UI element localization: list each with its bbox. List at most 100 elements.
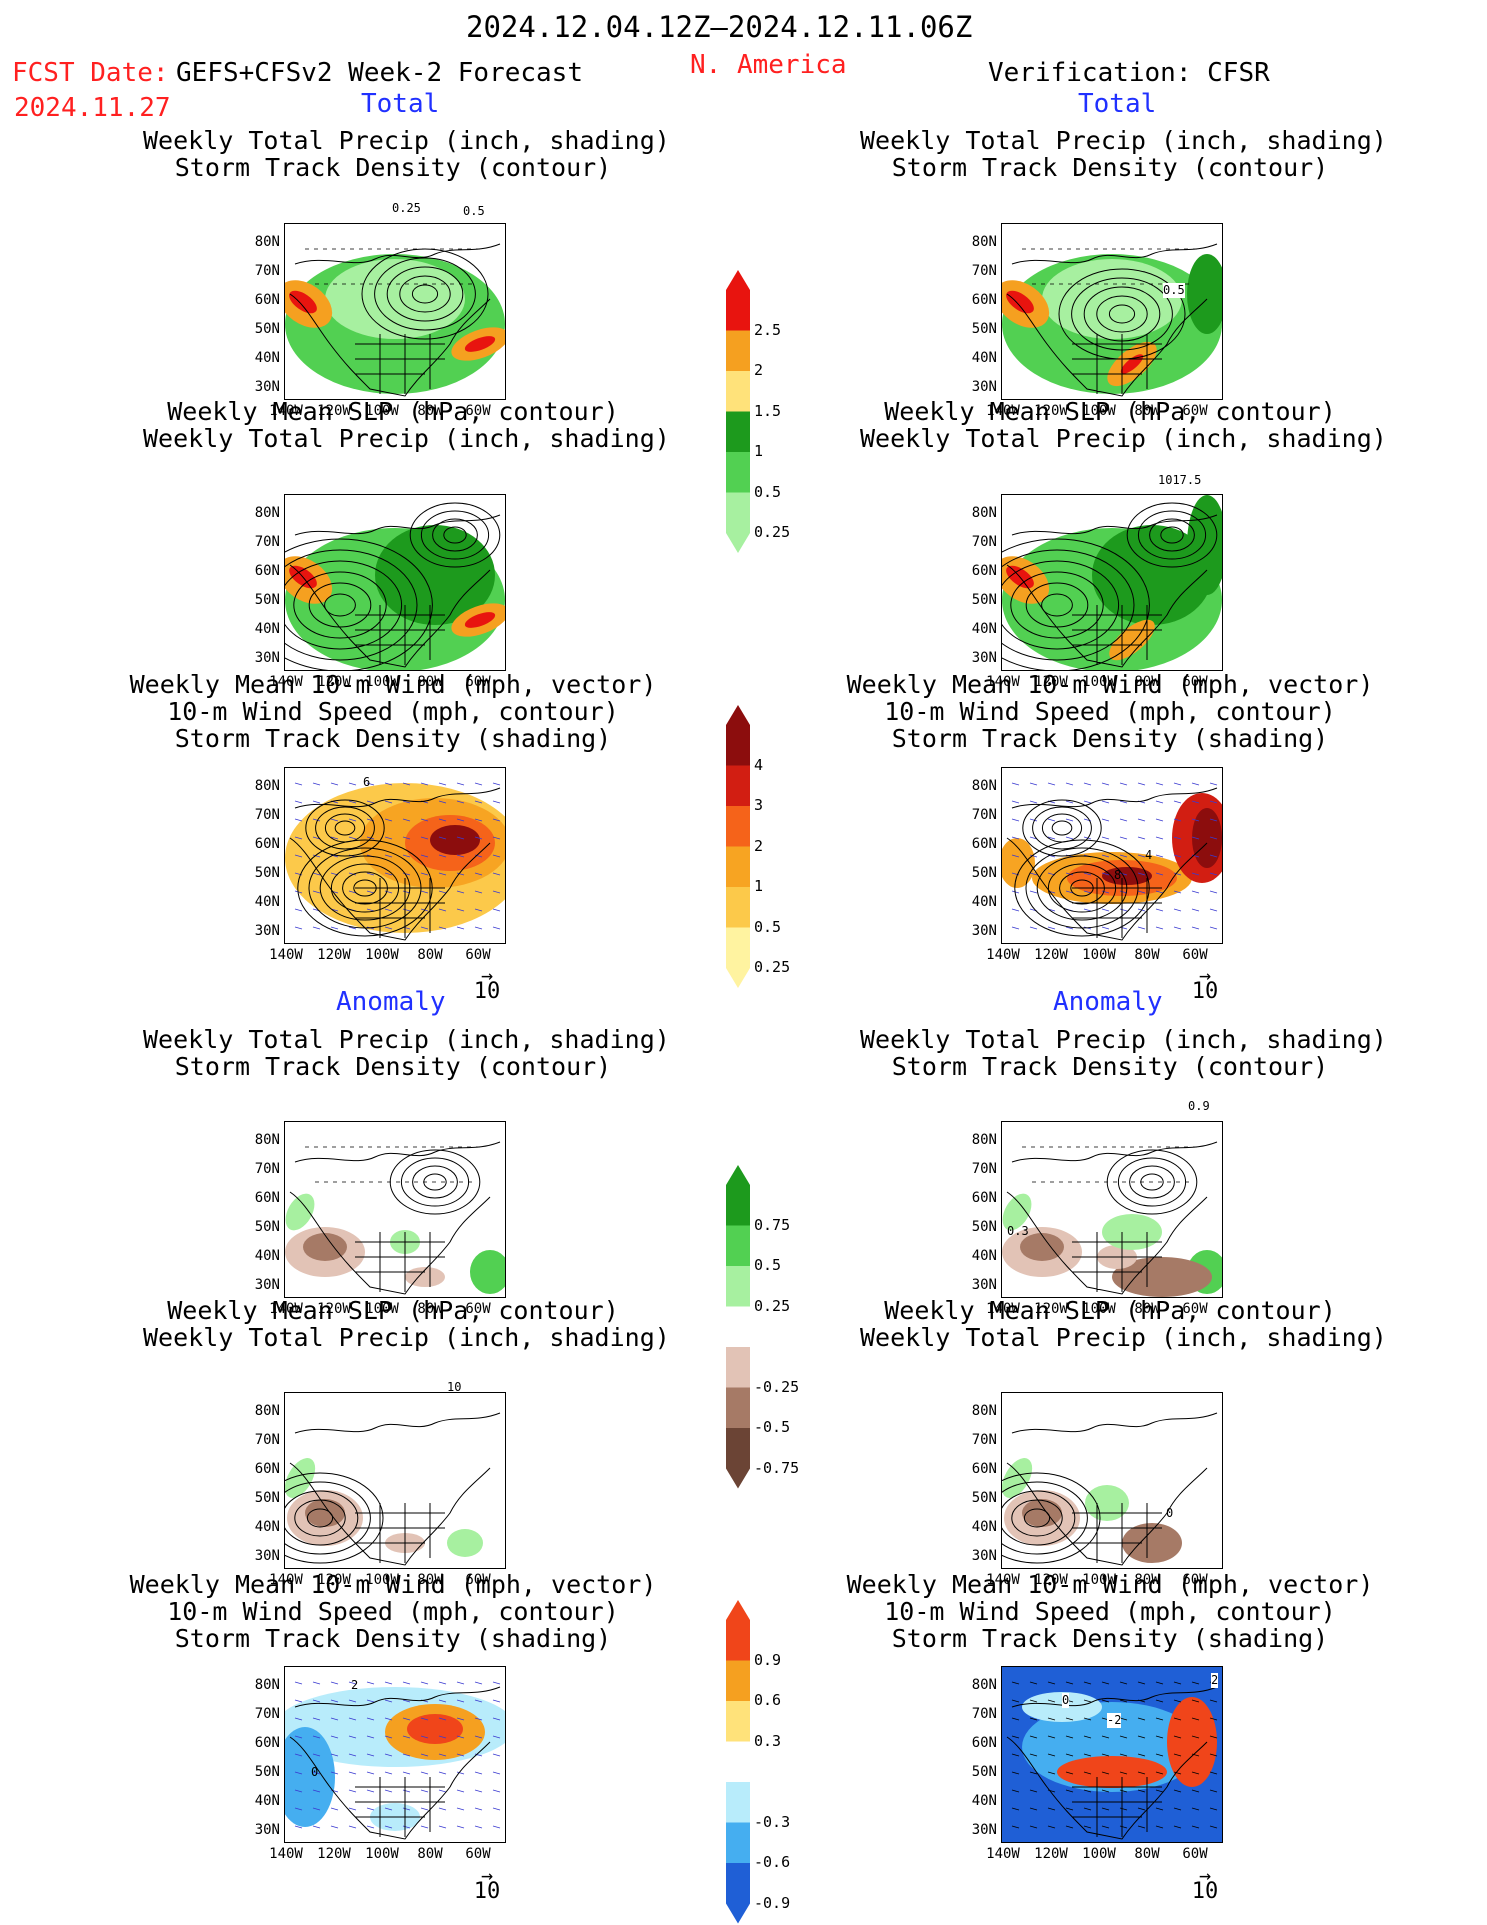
wind-vector (474, 1771, 483, 1775)
wind-vector (1083, 800, 1092, 804)
wind-vector (1065, 836, 1074, 840)
contour-line (443, 526, 467, 544)
wind-vector (1101, 854, 1110, 858)
wind-vector (1029, 1735, 1038, 1739)
wind-vector (1101, 890, 1110, 894)
colorbar-label: 3 (754, 796, 764, 814)
lon-tick-label: 100W (1082, 403, 1116, 419)
wind-vector (492, 926, 501, 930)
coastline (289, 1686, 501, 1840)
wind-vector (1191, 890, 1200, 894)
wind-vector (1191, 1735, 1200, 1739)
wind-vector (348, 1825, 357, 1829)
lat-tick-label: 70N (971, 534, 997, 550)
wind-vector (1101, 1681, 1110, 1685)
lat-tick-label: 40N (971, 1793, 997, 1809)
wind-vector (1119, 1807, 1128, 1811)
colorbar-label: 0.5 (754, 482, 782, 501)
lon-tick-label: 60W (465, 1301, 491, 1317)
colorbar-segment (726, 492, 750, 533)
shading-blob (289, 290, 317, 314)
coastline (289, 243, 501, 397)
wind-vector (1155, 800, 1164, 804)
lon-tick-label: 120W (317, 403, 351, 419)
wind-vector (1047, 836, 1056, 840)
wind-vector (1029, 1681, 1038, 1685)
wind-vector (456, 1753, 465, 1757)
wind-vector (330, 1825, 339, 1829)
colorbar-segment (726, 927, 750, 968)
lat-tick-label: 60N (971, 563, 997, 579)
lat-tick-label: 80N (254, 1403, 280, 1419)
lat-tick-label: 70N (254, 534, 280, 550)
lon-tick-label: 100W (1082, 1572, 1116, 1588)
wind-vector (456, 926, 465, 930)
contour-line (1160, 526, 1184, 544)
wind-vector (420, 1681, 429, 1685)
wind-vector (294, 1717, 303, 1721)
colorbar-segment (726, 846, 750, 887)
wind-vector (1137, 1789, 1146, 1793)
wind-vector (348, 1699, 357, 1703)
lon-tick-label: 120W (1034, 947, 1068, 963)
lon-tick-label: 80W (417, 403, 443, 419)
wind-vector (366, 1825, 375, 1829)
colorbar-cap (726, 270, 750, 290)
wind-vector (474, 818, 483, 822)
lon-tick-label: 140W (269, 1846, 303, 1862)
wind-vector (348, 1753, 357, 1757)
lat-tick-label: 60N (971, 836, 997, 852)
wind-vector (1191, 782, 1200, 786)
lat-tick-label: 50N (254, 592, 280, 608)
lon-tick-label: 120W (1034, 403, 1068, 419)
lon-tick-label: 60W (1182, 1846, 1208, 1862)
shading-blob (1057, 1756, 1167, 1788)
colorbar-label: 0.3 (754, 1731, 782, 1750)
lat-tick-label: 70N (254, 807, 280, 823)
wind-vector (366, 1681, 375, 1685)
wind-vector (1119, 854, 1128, 858)
wind-vector (1101, 782, 1110, 786)
wind-vector (1011, 1717, 1020, 1721)
wind-vector (1065, 1753, 1074, 1757)
wind-vector (294, 800, 303, 804)
wind-vector (420, 1771, 429, 1775)
colorbar-label: 1 (754, 877, 764, 895)
wind-vector (1173, 818, 1182, 822)
wind-vector (438, 1699, 447, 1703)
lon-tick-label: 120W (1034, 1301, 1068, 1317)
lon-tick-label: 60W (465, 947, 491, 963)
wind-vector (492, 1681, 501, 1685)
wind-vector (384, 872, 393, 876)
wind-vector (402, 782, 411, 786)
lon-tick-label: 140W (269, 947, 303, 963)
wind-vector (1011, 872, 1020, 876)
wind-vector (1209, 1789, 1218, 1793)
wind-vector (1119, 1789, 1128, 1793)
wind-vector (384, 818, 393, 822)
colorbar-segment (726, 1387, 750, 1428)
colorbar-label: -0.6 (754, 1853, 791, 1871)
wind-vector (1173, 836, 1182, 840)
dashed-contour (1022, 1146, 1202, 1183)
map-svg (285, 1681, 505, 1840)
wind-vector (312, 1771, 321, 1775)
wind-vector (1101, 1699, 1110, 1703)
contour-line (285, 1490, 359, 1546)
shading-blob (325, 259, 465, 339)
wind-vector (1065, 782, 1074, 786)
wind-vector (1065, 800, 1074, 804)
wind-vector (294, 926, 303, 930)
colorbar-label: 0.9 (754, 1650, 782, 1669)
wind-vector (438, 1825, 447, 1829)
wind-vector (1155, 1681, 1164, 1685)
colorbar-segment (726, 1185, 750, 1226)
wind-vector (348, 872, 357, 876)
wind-vector (492, 872, 501, 876)
contour-line (306, 1508, 334, 1528)
section-total-left: Total (361, 89, 440, 119)
wind-vector (294, 1753, 303, 1757)
wind-vector (1065, 1771, 1074, 1775)
contour-line (285, 1472, 384, 1564)
contour-line (285, 1481, 371, 1555)
